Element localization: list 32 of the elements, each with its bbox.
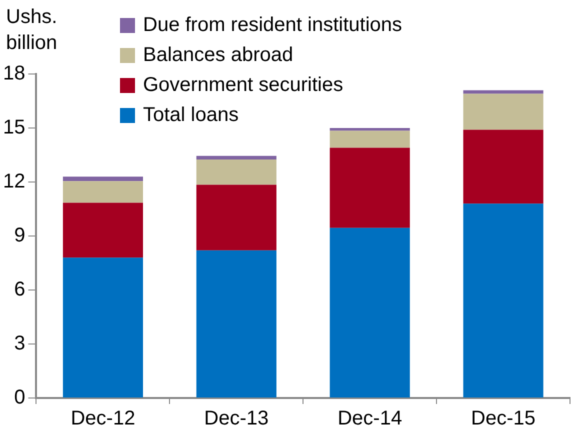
x-tick-label: Dec-13 [204, 408, 269, 430]
bar [330, 148, 410, 228]
bar [330, 128, 410, 131]
legend-label: Balances abroad [143, 43, 294, 68]
y-tick-label: 0 [14, 386, 26, 409]
bar [463, 94, 544, 130]
bar [196, 156, 276, 160]
bar [62, 258, 143, 398]
y-tick-label: 9 [14, 224, 26, 247]
legend-label: Due from resident institutions [143, 13, 402, 38]
y-tick-label: 6 [14, 278, 26, 301]
y-axis-title: Ushs. billion [6, 5, 58, 56]
y-tick-label: 18 [2, 62, 26, 85]
bar [463, 130, 544, 204]
y-tick-label: 12 [2, 170, 26, 193]
legend-label: Total loans [143, 103, 239, 128]
y-tick-label: 15 [2, 116, 26, 139]
bar [62, 202, 143, 258]
bar [196, 160, 276, 185]
bar [62, 181, 143, 203]
x-tick-label: Dec-15 [471, 408, 536, 430]
bar [196, 250, 276, 398]
y-tick-label: 3 [14, 332, 26, 355]
bar [330, 130, 410, 148]
bar [463, 90, 544, 94]
bar [330, 228, 410, 398]
x-tick-label: Dec-12 [70, 408, 136, 430]
bar [196, 184, 276, 250]
bar [62, 176, 143, 182]
legend-label: Government securities [143, 73, 344, 98]
x-tick-label: Dec-14 [338, 408, 402, 430]
bar [463, 204, 544, 398]
